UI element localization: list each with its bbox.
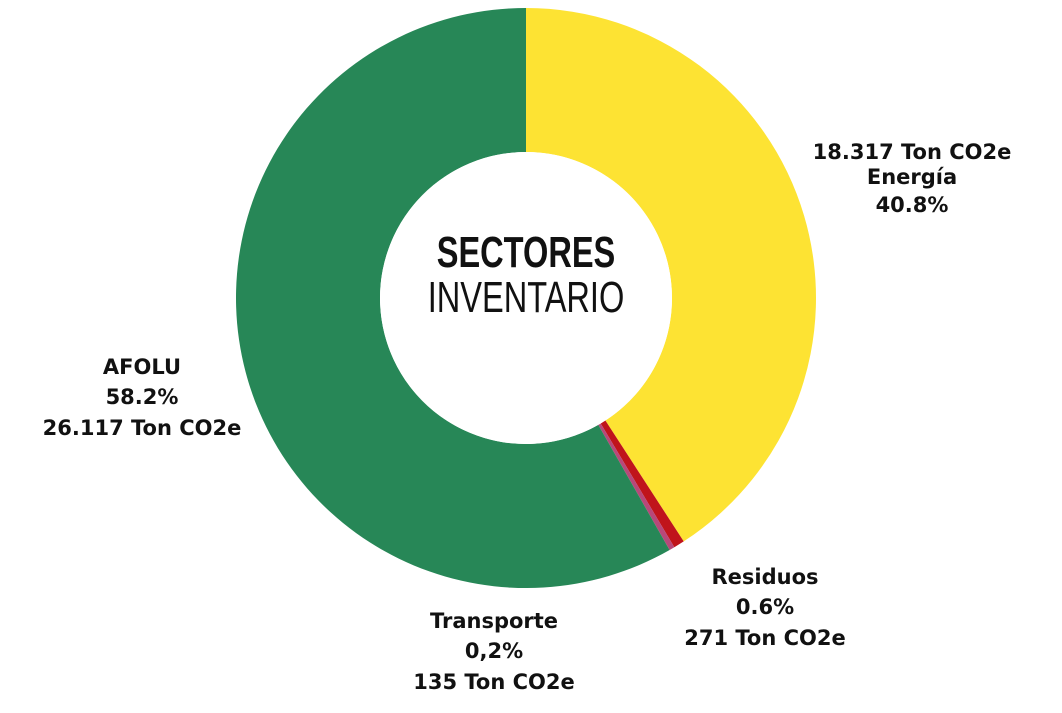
label-residuos: Residuos 0.6% 271 Ton CO2e [684, 562, 846, 653]
label-afolu-value: 26.117 Ton CO2e [42, 415, 242, 440]
donut-hole [380, 152, 672, 444]
label-residuos-name: Residuos [711, 565, 819, 589]
slice-energia [526, 8, 816, 542]
label-transporte-name: Transporte [429, 609, 559, 633]
label-residuos-value: 271 Ton CO2e [684, 625, 846, 650]
label-energia: 18.317 Ton CO2e Energía 40.8% [812, 140, 1012, 221]
chart-subtitle: INVENTARIO [427, 273, 625, 322]
label-residuos-percent: 0.6% [735, 595, 795, 620]
label-afolu-name: AFOLU [102, 355, 182, 379]
slice-residuos [600, 420, 684, 548]
slice-afolu [235, 8, 670, 588]
chart-center-label: SECTORES INVENTARIO [393, 228, 659, 322]
label-afolu-percent: 58.2% [105, 385, 179, 410]
label-transporte: Transporte 0,2% 135 Ton CO2e [413, 606, 575, 697]
label-energia-name: Energía [866, 165, 958, 190]
label-transporte-value: 135 Ton CO2e [413, 669, 575, 694]
label-afolu: AFOLU 58.2% 26.117 Ton CO2e [43, 352, 242, 443]
label-transporte-percent: 0,2% [464, 639, 524, 664]
label-energia-percent: 40.8% [875, 193, 949, 218]
label-energia-value: 18.317 Ton CO2e [812, 140, 1012, 164]
chart-title: SECTORES [436, 228, 616, 278]
slice-transporte [598, 423, 675, 550]
